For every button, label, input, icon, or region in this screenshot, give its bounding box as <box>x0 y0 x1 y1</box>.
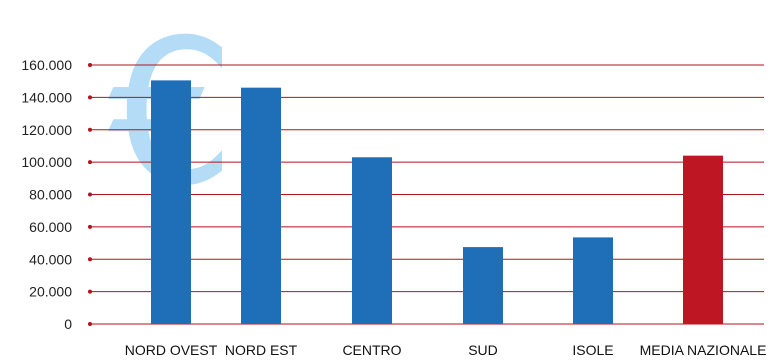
y-axis: 0 20.000 40.000 60.000 80.000 100.000 120.000 1… <box>21 57 72 332</box>
bar-nord-ovest <box>151 80 191 324</box>
gridline-marker <box>88 322 92 326</box>
x-axis: NORD OVEST NORD EST CENTRO SUD ISOLE MEDIA NA… <box>125 342 767 358</box>
x-category-label: NORD EST <box>225 342 298 356</box>
bars-layer <box>151 80 723 324</box>
y-tick-label: 100.000 <box>21 154 72 170</box>
grid-layer <box>88 63 764 326</box>
gridline-marker <box>88 289 92 294</box>
bar-nord-est <box>241 87 281 324</box>
y-tick-label: 0 <box>64 316 72 332</box>
gridline-marker <box>88 224 92 229</box>
y-tick-label: 40.000 <box>29 251 72 267</box>
gridline-marker <box>88 257 92 262</box>
y-tick-label: 160.000 <box>21 57 72 73</box>
y-tick-label: 140.000 <box>21 89 72 105</box>
y-tick-label: 20.000 <box>29 284 72 300</box>
gridline-marker <box>88 95 92 100</box>
y-tick-label: 80.000 <box>29 187 72 203</box>
bar-sud <box>463 247 503 324</box>
x-category-label: ISOLE <box>572 342 613 356</box>
gridline-marker <box>88 127 92 132</box>
bar-isole <box>573 237 613 324</box>
y-tick-label: 120.000 <box>21 122 72 138</box>
y-tick-label: 60.000 <box>29 219 72 235</box>
gridline-marker <box>88 192 92 197</box>
bar-media-nazionale <box>683 155 723 324</box>
x-category-label: NORD OVEST <box>125 342 218 356</box>
gridline-marker <box>88 63 92 67</box>
gridline-marker <box>88 160 92 165</box>
x-category-label: SUD <box>468 342 498 356</box>
bar-centro <box>352 157 392 324</box>
x-category-label: MEDIA NAZIONALE <box>640 342 767 356</box>
x-category-label: CENTRO <box>342 342 401 356</box>
